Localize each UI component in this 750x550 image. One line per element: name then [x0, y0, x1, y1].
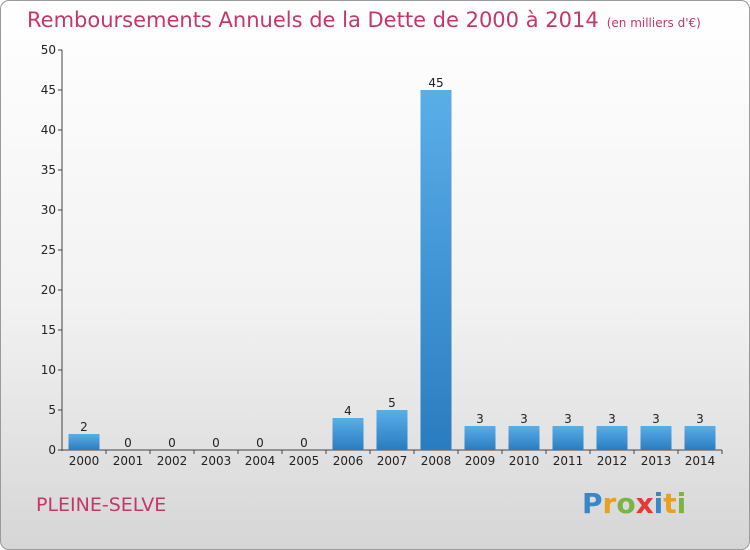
bar-value-label: 45 — [428, 76, 443, 90]
x-tick-label: 2002 — [157, 454, 188, 468]
x-tick-label: 2006 — [333, 454, 364, 468]
x-tick-label: 2014 — [685, 454, 716, 468]
bar — [684, 426, 716, 450]
bar — [68, 434, 100, 450]
bar-value-label: 0 — [212, 436, 220, 450]
y-tick-label: 50 — [41, 43, 56, 57]
bar-value-label: 3 — [696, 412, 704, 426]
bar — [552, 426, 584, 450]
x-tick-label: 2010 — [509, 454, 540, 468]
x-tick-label: 2005 — [289, 454, 320, 468]
bar-value-label: 3 — [652, 412, 660, 426]
bar-value-label: 5 — [388, 396, 396, 410]
x-tick-label: 2000 — [69, 454, 100, 468]
x-tick-label: 2008 — [421, 454, 452, 468]
logo-letter: P — [582, 487, 603, 520]
y-tick-label: 35 — [41, 163, 56, 177]
bar-value-label: 2 — [80, 420, 88, 434]
chart-title-text: Remboursements Annuels de la Dette de 20… — [27, 8, 599, 32]
bar — [596, 426, 628, 450]
x-tick-label: 2004 — [245, 454, 276, 468]
y-tick-label: 5 — [48, 403, 56, 417]
bar-value-label: 3 — [564, 412, 572, 426]
bar-value-label: 3 — [476, 412, 484, 426]
chart-unit: (en milliers d'€) — [606, 16, 701, 30]
bar — [420, 90, 452, 450]
logo-letter: x — [635, 487, 654, 520]
commune-name: PLEINE-SELVE — [36, 494, 167, 516]
y-tick-label: 0 — [48, 443, 56, 457]
bar — [332, 418, 364, 450]
x-tick-label: 2009 — [465, 454, 496, 468]
logo-letter: o — [616, 487, 636, 520]
bar-value-label: 3 — [520, 412, 528, 426]
x-tick-label: 2012 — [597, 454, 628, 468]
y-tick-label: 10 — [41, 363, 56, 377]
x-tick-label: 2011 — [553, 454, 584, 468]
x-tick-label: 2013 — [641, 454, 672, 468]
bar-value-label: 0 — [168, 436, 176, 450]
x-tick-label: 2001 — [113, 454, 144, 468]
bar-value-label: 0 — [124, 436, 132, 450]
bar-value-label: 0 — [300, 436, 308, 450]
chart-title: Remboursements Annuels de la Dette de 20… — [27, 8, 701, 32]
x-tick-label: 2003 — [201, 454, 232, 468]
bar-value-label: 4 — [344, 404, 352, 418]
x-tick-label: 2007 — [377, 454, 408, 468]
y-tick-label: 20 — [41, 283, 56, 297]
bar — [508, 426, 540, 450]
bar-value-label: 0 — [256, 436, 264, 450]
proxiti-logo: Proxiti — [582, 487, 686, 520]
logo-letter: i — [653, 487, 664, 520]
bar — [464, 426, 496, 450]
y-tick-label: 45 — [41, 83, 56, 97]
bar — [376, 410, 408, 450]
logo-letter: r — [602, 487, 617, 520]
y-tick-label: 30 — [41, 203, 56, 217]
logo-letter: t — [663, 487, 677, 520]
logo-letter: i — [676, 487, 687, 520]
y-tick-label: 25 — [41, 243, 56, 257]
bar-value-label: 3 — [608, 412, 616, 426]
bar — [640, 426, 672, 450]
y-tick-label: 40 — [41, 123, 56, 137]
y-tick-label: 15 — [41, 323, 56, 337]
